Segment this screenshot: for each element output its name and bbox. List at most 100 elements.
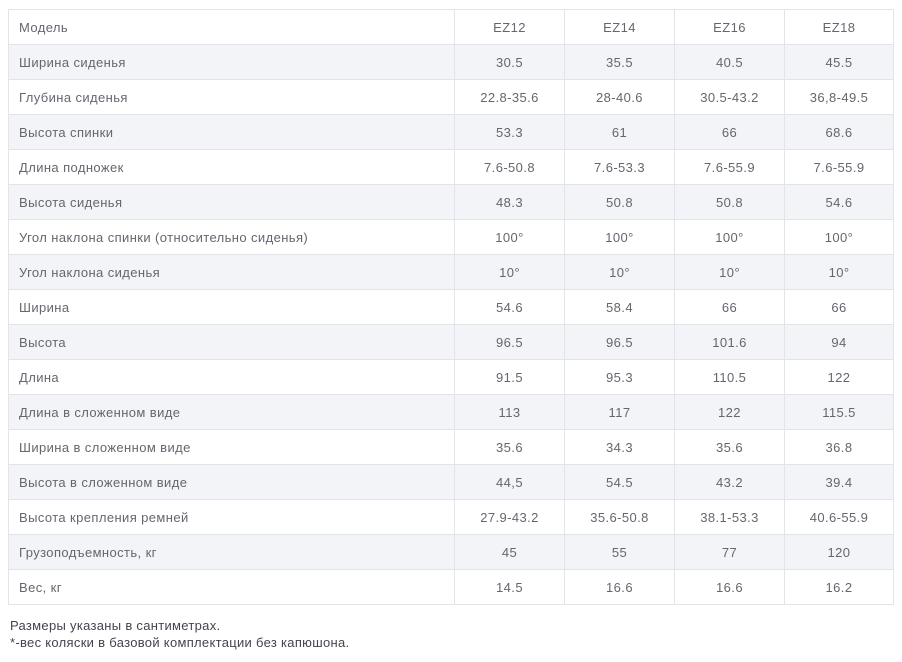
value-cell: 58.4 xyxy=(564,289,675,325)
value-cell: 55 xyxy=(564,534,675,570)
value-cell: 54.6 xyxy=(784,184,894,220)
value-cell: 53.3 xyxy=(454,114,565,150)
table-body: Ширина сиденья 30.5 35.5 40.5 45.5 Глубина си… xyxy=(8,44,894,605)
value-cell: 7.6-55.9 xyxy=(784,149,894,185)
value-cell: 100° xyxy=(564,219,675,255)
value-cell: 94 xyxy=(784,324,894,360)
row-label-cell: Ширина сиденья xyxy=(8,44,455,80)
header-model-cell: EZ16 xyxy=(674,9,785,45)
row-label-cell: Высота спинки xyxy=(8,114,455,150)
value-cell: 100° xyxy=(784,219,894,255)
value-cell: 35.6 xyxy=(674,429,785,465)
value-cell: 30.5-43.2 xyxy=(674,79,785,115)
table-row: Грузоподъемность, кг 45 55 77 120 xyxy=(8,534,894,570)
value-cell: 22.8-35.6 xyxy=(454,79,565,115)
table-row: Длина в сложенном виде 113 117 122 115.5 xyxy=(8,394,894,430)
value-cell: 43.2 xyxy=(674,464,785,500)
row-label-cell: Высота сиденья xyxy=(8,184,455,220)
value-cell: 7.6-50.8 xyxy=(454,149,565,185)
row-label-cell: Угол наклона спинки (относительно сидень… xyxy=(8,219,455,255)
table-header: Модель EZ12 EZ14 EZ16 EZ18 xyxy=(8,9,894,45)
row-label-cell: Длина в сложенном виде xyxy=(8,394,455,430)
value-cell: 35.6-50.8 xyxy=(564,499,675,535)
table-row: Ширина 54.6 58.4 66 66 xyxy=(8,289,894,325)
value-cell: 28-40.6 xyxy=(564,79,675,115)
row-label-cell: Ширина в сложенном виде xyxy=(8,429,455,465)
table-row: Длина подножек 7.6-50.8 7.6-53.3 7.6-55.9 7.… xyxy=(8,149,894,185)
row-label-cell: Угол наклона сиденья xyxy=(8,254,455,290)
header-model-cell: EZ12 xyxy=(454,9,565,45)
value-cell: 10° xyxy=(454,254,565,290)
table-row: Высота в сложенном виде 44,5 54.5 43.2 39.4 xyxy=(8,464,894,500)
value-cell: 117 xyxy=(564,394,675,430)
value-cell: 100° xyxy=(454,219,565,255)
value-cell: 44,5 xyxy=(454,464,565,500)
value-cell: 36.8 xyxy=(784,429,894,465)
value-cell: 54.5 xyxy=(564,464,675,500)
table-row: Высота 96.5 96.5 101.6 94 xyxy=(8,324,894,360)
value-cell: 91.5 xyxy=(454,359,565,395)
value-cell: 48.3 xyxy=(454,184,565,220)
value-cell: 61 xyxy=(564,114,675,150)
value-cell: 7.6-53.3 xyxy=(564,149,675,185)
table-row: Угол наклона спинки (относительно сидень… xyxy=(8,219,894,255)
value-cell: 68.6 xyxy=(784,114,894,150)
value-cell: 40.5 xyxy=(674,44,785,80)
row-label-cell: Длина xyxy=(8,359,455,395)
value-cell: 16.6 xyxy=(674,569,785,605)
row-label-cell: Ширина xyxy=(8,289,455,325)
table-row: Ширина сиденья 30.5 35.5 40.5 45.5 xyxy=(8,44,894,80)
row-label-cell: Вес, кг xyxy=(8,569,455,605)
value-cell: 45.5 xyxy=(784,44,894,80)
row-label-cell: Высота крепления ремней xyxy=(8,499,455,535)
value-cell: 54.6 xyxy=(454,289,565,325)
value-cell: 10° xyxy=(564,254,675,290)
footnotes: Размеры указаны в сантиметрах. *-вес кол… xyxy=(10,617,902,651)
value-cell: 120 xyxy=(784,534,894,570)
header-label-cell: Модель xyxy=(8,9,455,45)
value-cell: 35.6 xyxy=(454,429,565,465)
row-label-cell: Грузоподъемность, кг xyxy=(8,534,455,570)
specs-table: Модель EZ12 EZ14 EZ16 EZ18 Ширина сиденья 30.… xyxy=(8,9,894,605)
value-cell: 35.5 xyxy=(564,44,675,80)
table-row: Вес, кг 14.5 16.6 16.6 16.2 xyxy=(8,569,894,605)
table-row: Высота сиденья 48.3 50.8 50.8 54.6 xyxy=(8,184,894,220)
footnote-units: Размеры указаны в сантиметрах. xyxy=(10,618,221,633)
value-cell: 27.9-43.2 xyxy=(454,499,565,535)
value-cell: 96.5 xyxy=(454,324,565,360)
value-cell: 10° xyxy=(674,254,785,290)
header-model-cell: EZ18 xyxy=(784,9,894,45)
value-cell: 95.3 xyxy=(564,359,675,395)
value-cell: 40.6-55.9 xyxy=(784,499,894,535)
table-row: Высота крепления ремней 27.9-43.2 35.6-50.… xyxy=(8,499,894,535)
value-cell: 38.1-53.3 xyxy=(674,499,785,535)
row-label-cell: Высота в сложенном виде xyxy=(8,464,455,500)
header-model-cell: EZ14 xyxy=(564,9,675,45)
value-cell: 101.6 xyxy=(674,324,785,360)
value-cell: 10° xyxy=(784,254,894,290)
value-cell: 34.3 xyxy=(564,429,675,465)
value-cell: 115.5 xyxy=(784,394,894,430)
value-cell: 66 xyxy=(784,289,894,325)
value-cell: 110.5 xyxy=(674,359,785,395)
value-cell: 100° xyxy=(674,219,785,255)
row-label-cell: Глубина сиденья xyxy=(8,79,455,115)
value-cell: 96.5 xyxy=(564,324,675,360)
row-label-cell: Длина подножек xyxy=(8,149,455,185)
value-cell: 113 xyxy=(454,394,565,430)
table-row: Угол наклона сиденья 10° 10° 10° 10° xyxy=(8,254,894,290)
value-cell: 66 xyxy=(674,289,785,325)
footnote-weight: *-вес коляски в базовой комплектации без… xyxy=(10,635,350,650)
value-cell: 30.5 xyxy=(454,44,565,80)
value-cell: 14.5 xyxy=(454,569,565,605)
value-cell: 77 xyxy=(674,534,785,570)
value-cell: 50.8 xyxy=(564,184,675,220)
value-cell: 16.2 xyxy=(784,569,894,605)
table-row: Ширина в сложенном виде 35.6 34.3 35.6 36.8 xyxy=(8,429,894,465)
value-cell: 7.6-55.9 xyxy=(674,149,785,185)
value-cell: 122 xyxy=(674,394,785,430)
value-cell: 16.6 xyxy=(564,569,675,605)
header-row: Модель EZ12 EZ14 EZ16 EZ18 xyxy=(8,9,894,45)
table-row: Глубина сиденья 22.8-35.6 28-40.6 30.5-43.2… xyxy=(8,79,894,115)
